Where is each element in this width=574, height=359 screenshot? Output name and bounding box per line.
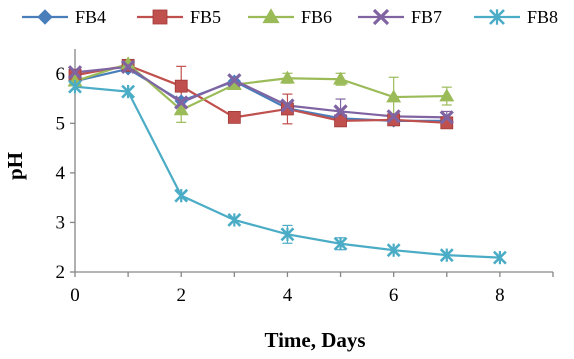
data-point-fb8 <box>121 84 136 99</box>
legend-marker-fb8 <box>489 9 505 25</box>
marker-stroke <box>372 8 390 26</box>
data-point-fb7 <box>67 65 83 80</box>
y-tick-label: 5 <box>56 113 66 134</box>
legend-item-fb5: FB5 <box>137 7 221 27</box>
series-line-fb7 <box>74 65 447 119</box>
data-point-fb8 <box>333 236 348 251</box>
data-point-fb7 <box>280 98 295 113</box>
data-point-fb6 <box>333 71 349 85</box>
legend-marker-fb5 <box>152 9 168 25</box>
legend-label-fb4: FB4 <box>75 7 106 27</box>
x-tick-label: 4 <box>283 285 293 306</box>
data-point-fb7 <box>227 73 242 88</box>
x-axis-title: Time, Days <box>264 328 365 352</box>
legend-item-fb6: FB6 <box>248 7 332 27</box>
data-point-fb8 <box>280 227 295 242</box>
data-markers <box>67 56 507 265</box>
x-tick-label: 8 <box>495 285 505 306</box>
data-point-fb8 <box>68 79 82 94</box>
marker-stroke <box>280 98 295 113</box>
legend-label-fb6: FB6 <box>301 7 332 27</box>
y-tick-label: 6 <box>56 64 66 85</box>
data-point-fb5 <box>334 114 347 128</box>
data-point-fb6 <box>439 88 455 102</box>
series-line-fb5 <box>74 64 447 124</box>
legend-marker-fb7 <box>372 8 390 26</box>
y-tick-label: 4 <box>56 163 66 184</box>
legend-item-fb4: FB4 <box>22 7 106 27</box>
legend-marker-fb6 <box>262 8 280 24</box>
data-point-fb8 <box>174 188 189 203</box>
marker-stroke <box>439 110 454 125</box>
legend-label-fb8: FB8 <box>527 7 558 27</box>
data-point-fb8 <box>386 243 401 258</box>
y-tick-label: 3 <box>56 212 66 233</box>
data-point-fb8 <box>492 250 507 265</box>
data-point-fb6 <box>173 102 189 116</box>
x-tick-label: 6 <box>389 285 399 306</box>
legend-item-fb7: FB7 <box>358 7 442 27</box>
data-point-fb8 <box>439 248 454 263</box>
marker-stroke <box>333 104 348 119</box>
data-point-fb5 <box>387 113 401 127</box>
marker-stroke <box>227 73 242 88</box>
legend-label-fb7: FB7 <box>411 7 442 27</box>
data-point-fb6 <box>386 89 402 103</box>
data-point-fb5 <box>281 102 294 116</box>
data-point-fb5 <box>174 79 188 93</box>
data-point-fb7 <box>174 95 189 110</box>
data-point-fb5 <box>227 110 241 124</box>
marker-stroke <box>67 65 83 80</box>
data-point-fb7 <box>333 104 348 119</box>
y-axis-title: pH <box>3 152 27 180</box>
marker-stroke <box>120 59 136 74</box>
legend-label-fb5: FB5 <box>190 7 221 27</box>
x-tick-label: 0 <box>70 285 80 306</box>
marker-stroke <box>386 109 401 124</box>
data-point-fb8 <box>227 213 242 227</box>
legend: FB4 FB5 FB6 FB7 FB8 <box>22 7 558 27</box>
data-point-fb7 <box>386 109 401 124</box>
data-point-fb6 <box>279 70 295 84</box>
legend-marker-fb4 <box>37 9 53 25</box>
data-point-fb7 <box>120 59 136 74</box>
legend-item-fb8: FB8 <box>474 7 558 27</box>
marker-stroke <box>174 95 189 110</box>
data-point-fb7 <box>439 110 454 125</box>
x-tick-label: 2 <box>176 285 186 306</box>
y-tick-label: 2 <box>56 262 66 283</box>
